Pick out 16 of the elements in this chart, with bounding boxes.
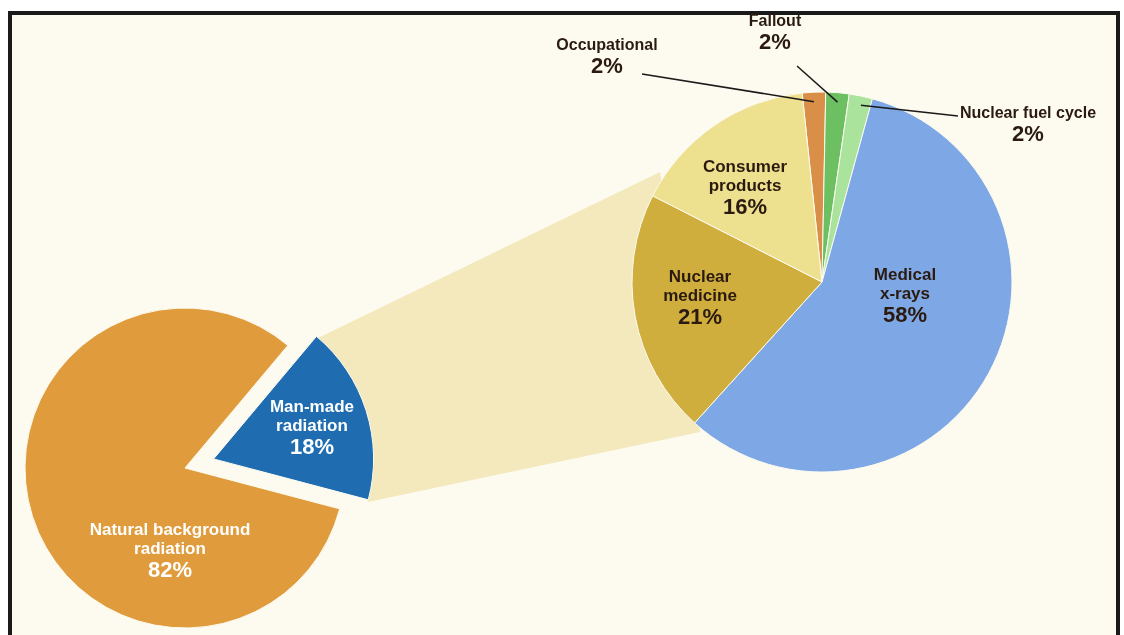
slice-label: Man-made radiation [269,397,355,435]
data-label: 82% [147,556,193,582]
data-label: 2% [759,29,791,55]
slice-label: Medical x-rays [873,265,937,303]
data-label: 2% [591,53,623,79]
data-label: 58% [882,301,928,327]
slice-label: Occupational [556,36,658,53]
slice-label: Natural background radiation [89,520,251,558]
slice-label: Fallout [748,12,802,29]
data-label: 2% [1012,121,1044,147]
data-label: 18% [289,433,335,459]
slice-label: Nuclear medicine [663,267,737,305]
slice-label: Nuclear fuel cycle [959,104,1097,121]
data-label: 16% [722,193,768,219]
slice-label: Consumer products [702,157,788,195]
data-label: 21% [677,303,723,329]
